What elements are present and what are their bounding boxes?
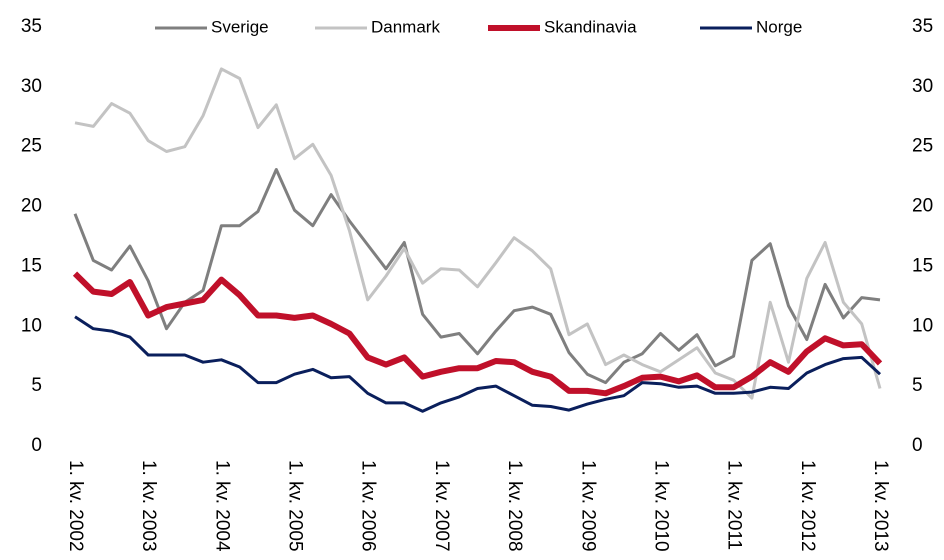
y2-tick-label: 0 [912, 435, 923, 456]
y2-tick-label: 15 [912, 255, 933, 276]
line-series [72, 271, 883, 397]
x-tick-label: 1. kv. 2007 [431, 460, 452, 552]
y-tick-label: 20 [21, 196, 42, 217]
y-tick-label: 30 [21, 76, 42, 97]
x-tick-label: 1. kv. 2004 [211, 460, 232, 552]
x-tick-label: 1. kv. 2005 [285, 460, 306, 552]
legend-label: Danmark [371, 17, 440, 36]
legend-label: Skandinavia [544, 17, 637, 36]
x-tick-label: 1. kv. 2002 [65, 460, 86, 552]
y2-tick-label: 5 [912, 375, 923, 396]
line-series [74, 315, 882, 413]
legend-label: Sverige [211, 17, 269, 36]
x-tick-label: 1. kv. 2012 [797, 460, 818, 552]
y2-tick-label: 30 [912, 76, 933, 97]
y-tick-label: 0 [31, 435, 42, 456]
y-tick-label: 5 [31, 375, 42, 396]
x-tick-label: 1. kv. 2009 [577, 460, 598, 552]
y-tick-label: 25 [21, 136, 42, 157]
y-tick-label: 10 [21, 315, 42, 336]
x-tick-label: 1. kv. 2011 [724, 460, 745, 550]
y2-tick-label: 20 [912, 196, 933, 217]
line-series [74, 67, 882, 400]
y-tick-label: 35 [21, 16, 42, 37]
x-tick-label: 1. kv. 2006 [358, 460, 379, 552]
y2-tick-label: 10 [912, 315, 933, 336]
y-tick-label: 15 [21, 255, 42, 276]
legend-label: Norge [756, 17, 802, 36]
line-series [73, 168, 881, 385]
x-tick-label: 1. kv. 2013 [870, 460, 891, 552]
x-tick-label: 1. kv. 2003 [138, 460, 159, 552]
x-tick-label: 1. kv. 2008 [504, 460, 525, 552]
y2-tick-label: 35 [912, 16, 933, 37]
y2-tick-label: 25 [912, 136, 933, 157]
x-tick-label: 1. kv. 2010 [650, 460, 671, 552]
